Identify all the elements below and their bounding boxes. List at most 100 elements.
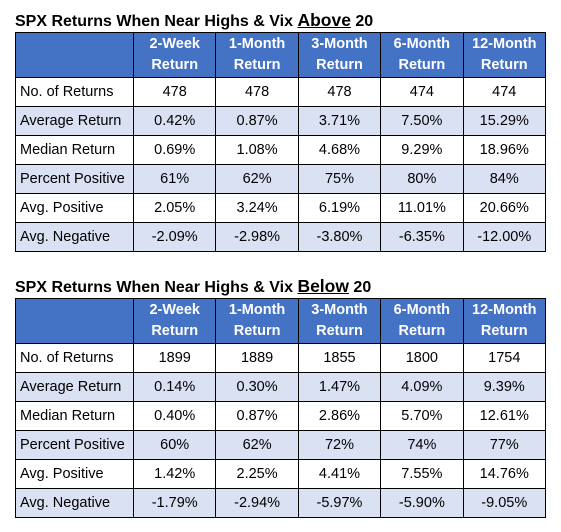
table-cell: 84% xyxy=(462,164,546,194)
table-cell: 1.42% xyxy=(132,459,217,489)
table-cell: 6.19% xyxy=(297,193,382,223)
table-cell: 3.71% xyxy=(297,106,382,136)
table-cell: 0.30% xyxy=(215,372,299,402)
table-cell: 62% xyxy=(215,164,299,194)
column-header: 3-Month Return xyxy=(297,32,382,78)
table-cell: 74% xyxy=(380,430,464,460)
column-header: 1-Month Return xyxy=(215,298,299,344)
column-header: 2-Week Return xyxy=(132,32,217,78)
table-cell: 7.55% xyxy=(380,459,464,489)
table-cell: 11.01% xyxy=(380,193,464,223)
table-title: SPX Returns When Near Highs & Vix Above … xyxy=(15,10,374,30)
table-cell: 2.25% xyxy=(215,459,299,489)
row-label: Avg. Positive xyxy=(15,193,134,223)
table-cell: -5.90% xyxy=(380,488,464,518)
column-header: 6-Month Return xyxy=(380,298,464,344)
table-cell: 474 xyxy=(380,77,464,107)
row-label: Percent Positive xyxy=(15,164,134,194)
title-emphasis: Below xyxy=(297,276,349,296)
table-cell: -12.00% xyxy=(462,222,546,252)
table-cell: -3.80% xyxy=(297,222,382,252)
returns-table: 2-Week Return 1-Month Return 3-Month Return… xyxy=(15,32,546,252)
table-row: No. of Returns 1899 1889 1855 1800 1754 xyxy=(15,343,546,373)
row-label: No. of Returns xyxy=(15,343,134,373)
column-header: 6-Month Return xyxy=(380,32,464,78)
row-label: Avg. Negative xyxy=(15,222,134,252)
table-cell: 2.86% xyxy=(297,401,382,431)
table-cell: -9.05% xyxy=(462,488,546,518)
table-cell: 72% xyxy=(297,430,382,460)
table-cell: -5.97% xyxy=(297,488,382,518)
table-cell: 0.87% xyxy=(215,401,299,431)
table-cell: 1.08% xyxy=(215,135,299,165)
table-cell: 77% xyxy=(462,430,546,460)
table-row: No. of Returns 478 478 478 474 474 xyxy=(15,77,546,107)
table-cell: 474 xyxy=(462,77,546,107)
table-cell: 478 xyxy=(215,77,299,107)
table-row: Avg. Positive 2.05% 3.24% 6.19% 11.01% 2… xyxy=(15,193,546,223)
table-cell: 1899 xyxy=(132,343,217,373)
returns-table: 2-Week Return 1-Month Return 3-Month Return… xyxy=(15,298,546,518)
column-header: 2-Week Return xyxy=(132,298,217,344)
table-cell: 1889 xyxy=(215,343,299,373)
table-row: Avg. Negative -1.79% -2.94% -5.97% -5.90… xyxy=(15,488,546,518)
row-label: Avg. Positive xyxy=(15,459,134,489)
table-cell: 9.39% xyxy=(462,372,546,402)
table-title: SPX Returns When Near Highs & Vix Below … xyxy=(15,276,372,296)
table-row: Percent Positive 61% 62% 75% 80% 84% xyxy=(15,164,546,194)
column-header: 12-Month Return xyxy=(462,298,546,344)
row-label: Avg. Negative xyxy=(15,488,134,518)
header-corner xyxy=(15,32,134,78)
table-row: Median Return 0.69% 1.08% 4.68% 9.29% 18… xyxy=(15,135,546,165)
table-cell: 12.61% xyxy=(462,401,546,431)
column-header: 1-Month Return xyxy=(215,32,299,78)
table-cell: 60% xyxy=(132,430,217,460)
table-cell: 75% xyxy=(297,164,382,194)
header-row: 2-Week Return 1-Month Return 3-Month Return… xyxy=(15,32,546,78)
table-cell: 1754 xyxy=(462,343,546,373)
table-cell: 2.05% xyxy=(132,193,217,223)
table-cell: 7.50% xyxy=(380,106,464,136)
table-cell: 18.96% xyxy=(462,135,546,165)
table-row: Median Return 0.40% 0.87% 2.86% 5.70% 12… xyxy=(15,401,546,431)
table-row: Average Return 0.42% 0.87% 3.71% 7.50% 1… xyxy=(15,106,546,136)
header-row: 2-Week Return 1-Month Return 3-Month Return… xyxy=(15,298,546,344)
header-corner xyxy=(15,298,134,344)
row-label: Percent Positive xyxy=(15,430,134,460)
row-label: Average Return xyxy=(15,106,134,136)
table-cell: 0.40% xyxy=(132,401,217,431)
table-cell: 0.14% xyxy=(132,372,217,402)
table-cell: 15.29% xyxy=(462,106,546,136)
table-cell: -2.94% xyxy=(215,488,299,518)
table-cell: 478 xyxy=(297,77,382,107)
table-cell: 61% xyxy=(132,164,217,194)
table-cell: 14.76% xyxy=(462,459,546,489)
table-cell: 3.24% xyxy=(215,193,299,223)
table-section-vix-below: SPX Returns When Near Highs & Vix Below … xyxy=(15,274,546,518)
table-cell: 478 xyxy=(132,77,217,107)
row-label: No. of Returns xyxy=(15,77,134,107)
table-cell: -1.79% xyxy=(132,488,217,518)
table-row: Avg. Positive 1.42% 2.25% 4.41% 7.55% 14… xyxy=(15,459,546,489)
table-row: Average Return 0.14% 0.30% 1.47% 4.09% 9… xyxy=(15,372,546,402)
row-label: Median Return xyxy=(15,401,134,431)
table-cell: 1855 xyxy=(297,343,382,373)
table-cell: -2.98% xyxy=(215,222,299,252)
column-header: 12-Month Return xyxy=(462,32,546,78)
table-row: Percent Positive 60% 62% 72% 74% 77% xyxy=(15,430,546,460)
table-cell: 62% xyxy=(215,430,299,460)
table-cell: 1.47% xyxy=(297,372,382,402)
table-cell: 0.42% xyxy=(132,106,217,136)
table-cell: 1800 xyxy=(380,343,464,373)
table-cell: 9.29% xyxy=(380,135,464,165)
column-header: 3-Month Return xyxy=(297,298,382,344)
row-label: Median Return xyxy=(15,135,134,165)
table-section-vix-above: SPX Returns When Near Highs & Vix Above … xyxy=(15,8,546,252)
table-cell: 20.66% xyxy=(462,193,546,223)
table-cell: 80% xyxy=(380,164,464,194)
title-emphasis: Above xyxy=(297,10,351,30)
table-row: Avg. Negative -2.09% -2.98% -3.80% -6.35… xyxy=(15,222,546,252)
table-cell: -2.09% xyxy=(132,222,217,252)
table-cell: 4.41% xyxy=(297,459,382,489)
table-cell: 4.09% xyxy=(380,372,464,402)
